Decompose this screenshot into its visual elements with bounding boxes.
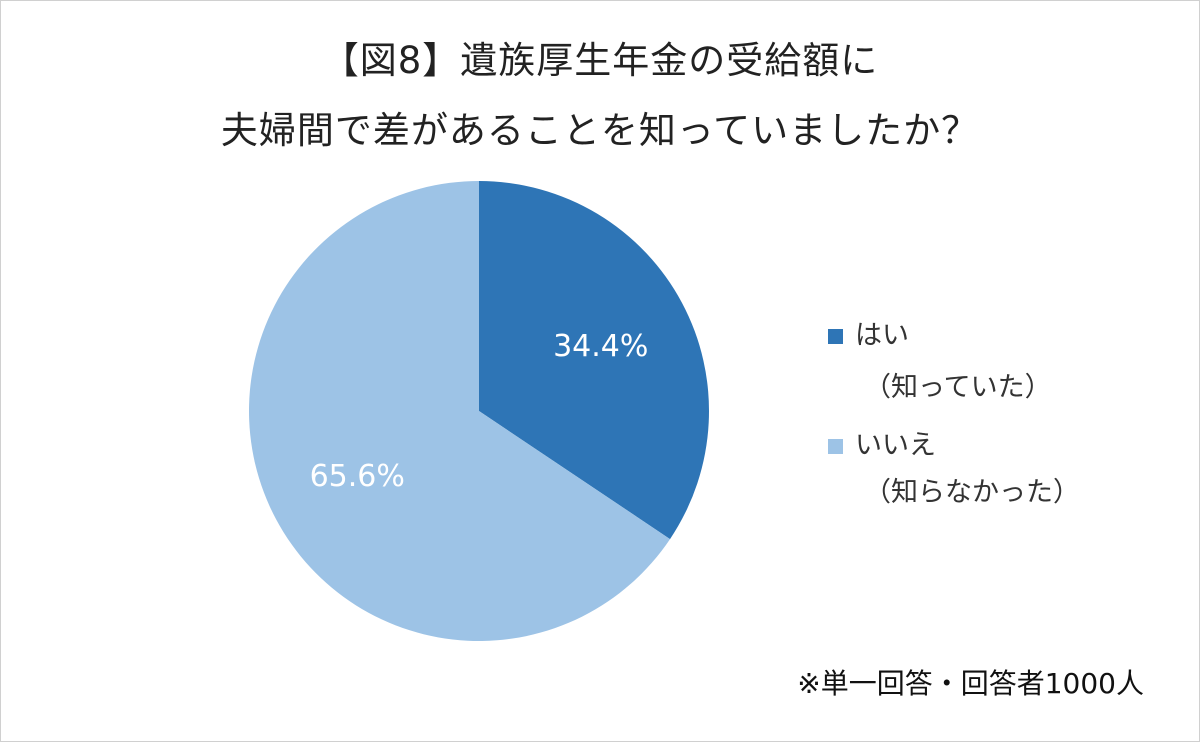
footnote: ※単一回答・回答者1000人 <box>797 667 1144 700</box>
legend-swatch-yes <box>828 329 843 344</box>
data-label-no: 65.6% <box>310 459 405 494</box>
pie-slice-no <box>248 181 671 641</box>
pie-slice-yes <box>479 181 709 540</box>
chart-title-line-2: 夫婦間で差があることを知っていましたか？ <box>220 109 980 152</box>
legend-sublabel-no: （知らなかった） <box>864 477 1080 508</box>
legend-label-no: いいえ <box>855 430 936 461</box>
legend-sublabel-yes: （知っていた） <box>864 372 1052 403</box>
legend-swatch-no <box>828 439 843 454</box>
legend-label-yes: はい <box>855 320 909 351</box>
chart-title-line-1: 【図8】遺族厚生年金の受給額に <box>321 39 879 82</box>
data-label-yes: 34.4% <box>553 329 648 364</box>
